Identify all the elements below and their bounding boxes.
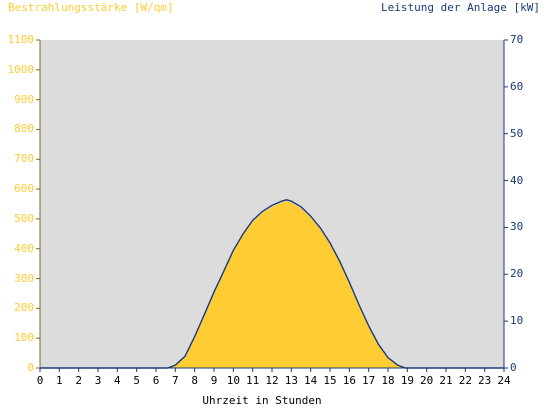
x-tick-label: 9 — [210, 374, 218, 387]
left-y-tick-label: 0 — [27, 361, 34, 374]
right-axis-title: Leistung der Anlage [kW] — [381, 1, 540, 14]
x-tick-label: 20 — [420, 374, 434, 387]
left-y-tick-label: 400 — [14, 241, 34, 255]
x-tick-label: 2 — [75, 374, 82, 387]
x-tick-label: 7 — [172, 374, 179, 387]
x-tick-label: 1 — [56, 374, 63, 387]
x-tick-label: 16 — [342, 374, 356, 387]
irradiance-area — [40, 201, 504, 368]
right-y-tick-label: 60 — [510, 79, 524, 93]
left-y-tick-label: 300 — [14, 271, 34, 285]
left-y-tick-label: 500 — [14, 211, 34, 225]
right-y-tick-label: 0 — [510, 361, 517, 374]
x-tick-label: 17 — [362, 374, 376, 387]
x-tick-label: 10 — [226, 374, 240, 387]
left-y-tick-label: 1000 — [7, 62, 35, 76]
right-y-tick-label: 40 — [510, 173, 524, 187]
left-y-tick-label: 1100 — [7, 33, 35, 46]
x-tick-label: 19 — [400, 374, 414, 387]
right-y-tick-label: 20 — [510, 267, 524, 281]
right-y-tick-label: 30 — [510, 220, 524, 234]
right-y-tick-label: 50 — [510, 126, 524, 140]
x-tick-label: 11 — [246, 374, 260, 387]
x-tick-label: 4 — [114, 374, 121, 387]
x-tick-label: 12 — [265, 374, 279, 387]
x-tick-label: 22 — [458, 374, 472, 387]
left-axis-title: Bestrahlungsstärke [W/qm] — [8, 1, 174, 14]
power-line — [40, 199, 504, 369]
right-y-tick-label: 10 — [510, 314, 524, 328]
x-tick-label: 3 — [94, 374, 102, 387]
left-y-tick-label: 900 — [14, 92, 34, 106]
x-tick-label: 21 — [439, 374, 453, 387]
x-tick-label: 15 — [323, 374, 337, 387]
x-tick-label: 6 — [152, 374, 160, 387]
x-axis-title: Uhrzeit in Stunden — [202, 394, 322, 407]
x-tick-label: 23 — [478, 374, 492, 387]
x-tick-label: 0 — [36, 374, 44, 387]
x-tick-label: 24 — [497, 374, 511, 387]
x-tick-label: 13 — [284, 374, 298, 387]
left-y-tick-label: 800 — [14, 122, 34, 136]
left-y-tick-label: 600 — [14, 182, 34, 196]
x-tick-label: 8 — [191, 374, 198, 387]
left-y-tick-label: 200 — [14, 301, 34, 315]
left-y-tick-label: 700 — [14, 152, 34, 166]
x-tick-label: 5 — [133, 374, 140, 387]
x-tick-label: 14 — [304, 374, 318, 387]
left-y-tick-label: 100 — [14, 331, 34, 345]
x-tick-label: 18 — [381, 374, 395, 387]
right-y-tick-label: 70 — [510, 33, 524, 46]
